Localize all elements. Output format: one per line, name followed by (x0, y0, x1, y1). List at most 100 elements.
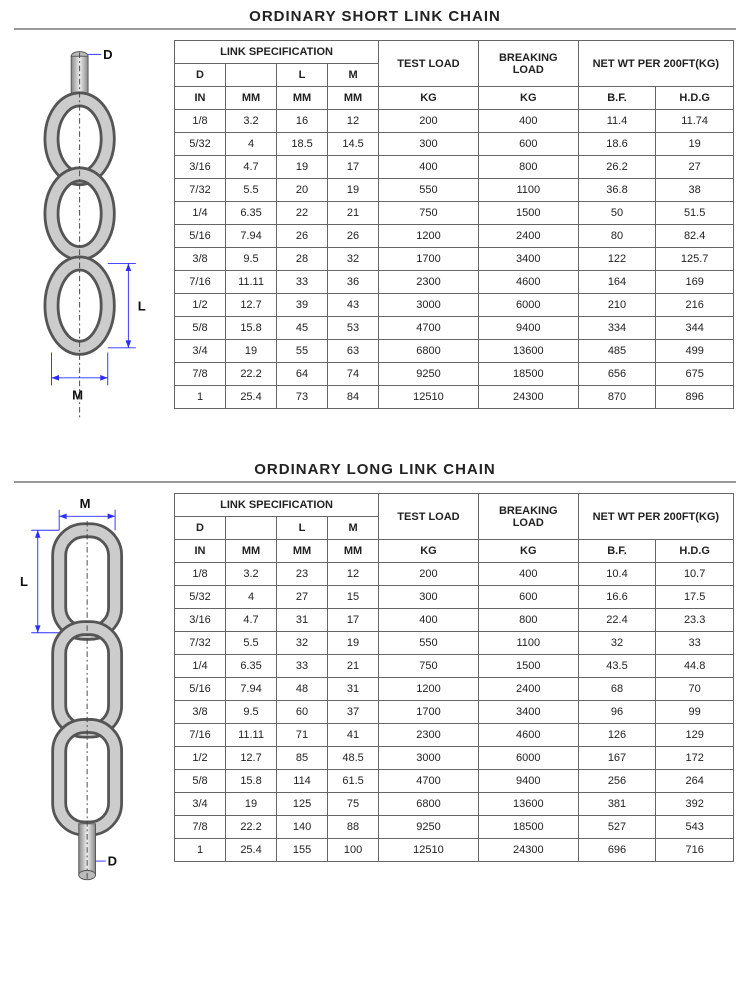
cell: 200 (379, 563, 479, 586)
long-title: ORDINARY LONG LINK CHAIN (14, 461, 736, 478)
unit-bf: B.F. (578, 87, 656, 110)
cell: 6000 (478, 747, 578, 770)
table-row: 5/815.811461.547009400256264 (175, 770, 734, 793)
cell: 32 (277, 632, 328, 655)
hdr-link-spec: LINK SPECIFICATION (175, 41, 379, 64)
unit-mm3: MM (328, 87, 379, 110)
cell: 600 (478, 133, 578, 156)
short-diagram: D L (14, 40, 164, 443)
divider (14, 481, 736, 483)
cell: 1/8 (175, 563, 226, 586)
table-row: 7/822.214088925018500527543 (175, 816, 734, 839)
cell: 36 (328, 271, 379, 294)
cell: 60 (277, 701, 328, 724)
cell: 7/16 (175, 724, 226, 747)
cell: 10.4 (578, 563, 656, 586)
long-table: LINK SPECIFICATION TEST LOAD BREAKING LO… (174, 493, 734, 862)
cell: 19 (656, 133, 734, 156)
table-row: 3/41912575680013600381392 (175, 793, 734, 816)
unit-in: IN (175, 540, 226, 563)
label-D: D (103, 47, 112, 62)
cell: 68 (578, 678, 656, 701)
cell: 381 (578, 793, 656, 816)
cell: 1/2 (175, 747, 226, 770)
cell: 11.11 (226, 724, 277, 747)
cell: 70 (656, 678, 734, 701)
cell: 716 (656, 839, 734, 862)
cell: 13600 (478, 793, 578, 816)
cell: 1/4 (175, 202, 226, 225)
cell: 80 (578, 225, 656, 248)
cell: 12510 (379, 386, 479, 409)
cell: 5/16 (175, 225, 226, 248)
cell: 696 (578, 839, 656, 862)
hdr-M: M (328, 64, 379, 87)
long-section: M L D (14, 493, 736, 906)
cell: 3/16 (175, 156, 226, 179)
cell: 33 (277, 655, 328, 678)
unit-kg1: KG (379, 540, 479, 563)
cell: 11.4 (578, 110, 656, 133)
cell: 18500 (478, 363, 578, 386)
table-row: 7/1611.11333623004600164169 (175, 271, 734, 294)
cell: 14.5 (328, 133, 379, 156)
cell: 6000 (478, 294, 578, 317)
cell: 122 (578, 248, 656, 271)
cell: 7/16 (175, 271, 226, 294)
unit-in: IN (175, 87, 226, 110)
cell: 17 (328, 609, 379, 632)
cell: 3000 (379, 747, 479, 770)
cell: 99 (656, 701, 734, 724)
table-row: 5/167.942626120024008082.4 (175, 225, 734, 248)
cell: 125.7 (656, 248, 734, 271)
cell: 21 (328, 655, 379, 678)
long-diagram: M L D (14, 493, 164, 906)
label-M: M (72, 387, 83, 402)
cell: 1/8 (175, 110, 226, 133)
cell: 19 (277, 156, 328, 179)
cell: 3.2 (226, 110, 277, 133)
cell: 4.7 (226, 156, 277, 179)
table-row: 1/212.7394330006000210216 (175, 294, 734, 317)
cell: 19 (226, 793, 277, 816)
cell: 48 (277, 678, 328, 701)
cell: 164 (578, 271, 656, 294)
cell: 9400 (478, 317, 578, 340)
cell: 4700 (379, 770, 479, 793)
table-row: 1/83.2231220040010.410.7 (175, 563, 734, 586)
cell: 7.94 (226, 225, 277, 248)
cell: 19 (328, 179, 379, 202)
unit-bf: B.F. (578, 540, 656, 563)
cell: 96 (578, 701, 656, 724)
cell: 22.2 (226, 363, 277, 386)
cell: 264 (656, 770, 734, 793)
cell: 12 (328, 563, 379, 586)
cell: 5.5 (226, 632, 277, 655)
cell: 73 (277, 386, 328, 409)
cell: 23.3 (656, 609, 734, 632)
cell: 7/8 (175, 363, 226, 386)
unit-mm3: MM (328, 540, 379, 563)
cell: 1100 (478, 632, 578, 655)
cell: 13600 (478, 340, 578, 363)
cell: 870 (578, 386, 656, 409)
cell: 543 (656, 816, 734, 839)
cell: 400 (379, 156, 479, 179)
hdr-D: D (175, 64, 226, 87)
cell: 499 (656, 340, 734, 363)
cell: 48.5 (328, 747, 379, 770)
hdr-test: TEST LOAD (379, 41, 479, 87)
cell: 1/2 (175, 294, 226, 317)
cell: 600 (478, 586, 578, 609)
cell: 74 (328, 363, 379, 386)
cell: 800 (478, 156, 578, 179)
cell: 51.5 (656, 202, 734, 225)
cell: 4 (226, 586, 277, 609)
cell: 400 (478, 110, 578, 133)
cell: 3000 (379, 294, 479, 317)
unit-mm2: MM (277, 87, 328, 110)
cell: 1100 (478, 179, 578, 202)
short-table: LINK SPECIFICATION TEST LOAD BREAKING LO… (174, 40, 734, 409)
table-row: 7/1611.11714123004600126129 (175, 724, 734, 747)
table-row: 125.473841251024300870896 (175, 386, 734, 409)
